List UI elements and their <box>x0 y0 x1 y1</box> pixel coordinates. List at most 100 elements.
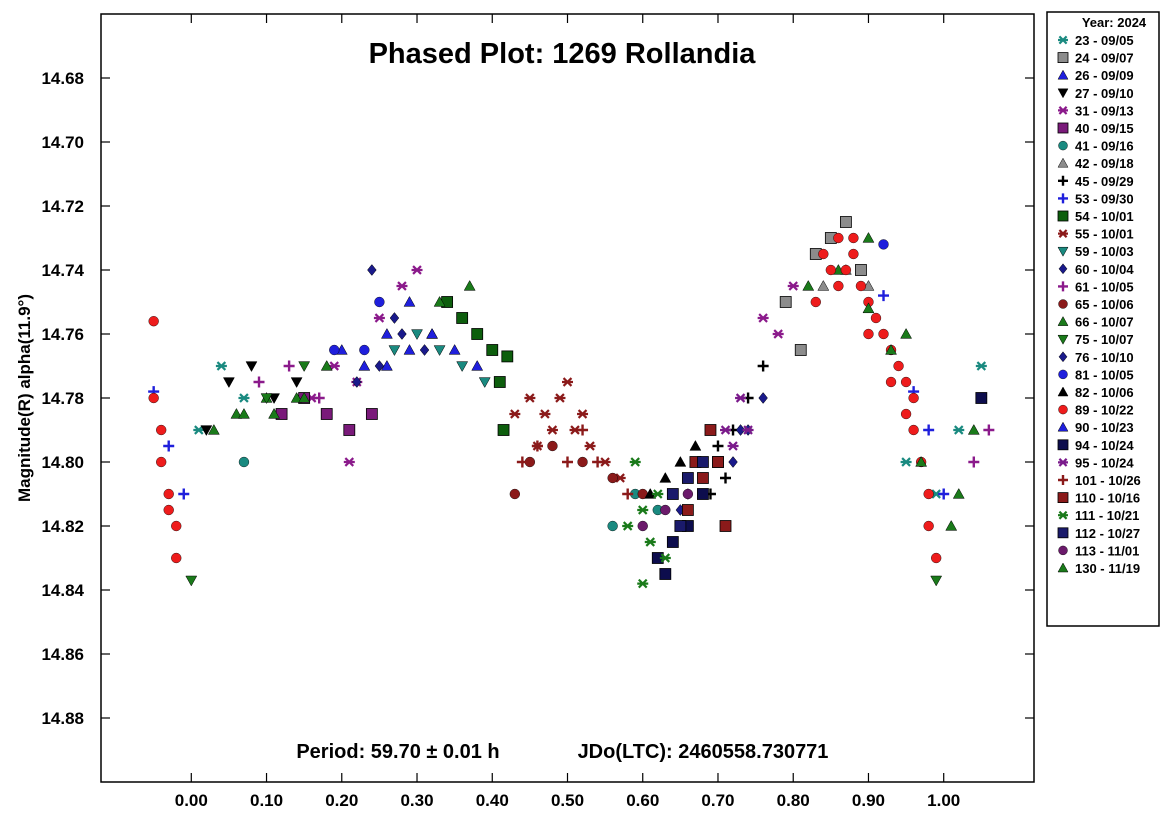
legend-label: 45 - 09/29 <box>1075 174 1134 189</box>
data-point <box>516 456 528 468</box>
legend-marker <box>1058 175 1068 186</box>
legend-item: 26 - 09/09 <box>1057 68 1134 83</box>
series-101-10-26 <box>516 424 634 500</box>
data-point <box>818 248 829 260</box>
data-point <box>757 360 769 372</box>
series-130-11-19 <box>207 302 980 499</box>
data-point <box>704 424 717 436</box>
legend-label: 130 - 11/19 <box>1075 561 1140 576</box>
data-point <box>712 456 724 468</box>
data-point <box>433 345 446 357</box>
data-point <box>403 343 416 355</box>
series-81-10-05 <box>329 239 889 356</box>
legend-marker <box>1058 106 1068 115</box>
series-41-09-16 <box>238 456 663 532</box>
data-point <box>433 295 446 307</box>
data-point <box>320 359 333 371</box>
data-point <box>456 361 469 373</box>
legend-label: 94 - 10/24 <box>1075 438 1134 453</box>
data-point <box>863 328 874 340</box>
data-point <box>163 488 174 500</box>
x-tick-label: 0.30 <box>400 791 433 810</box>
data-point <box>674 520 687 532</box>
data-point <box>833 232 844 244</box>
data-point <box>365 408 378 420</box>
legend-marker <box>1057 246 1069 257</box>
data-point <box>283 360 295 372</box>
legend-item: 27 - 09/10 <box>1057 86 1134 101</box>
data-point <box>817 279 830 291</box>
data-point <box>380 359 393 371</box>
legend-label: 113 - 11/01 <box>1075 543 1139 558</box>
legend-item: 82 - 10/06 <box>1057 385 1134 400</box>
data-point <box>343 424 356 436</box>
data-point <box>802 279 815 291</box>
data-point <box>509 409 521 419</box>
legend-marker <box>1057 157 1069 168</box>
y-tick-label: 14.80 <box>41 453 84 472</box>
data-point <box>622 488 634 500</box>
legend-item: 101 - 10/26 <box>1058 473 1141 488</box>
legend-label: 60 - 10/04 <box>1075 262 1134 277</box>
data-point <box>681 472 694 484</box>
data-point <box>758 392 768 404</box>
x-tick-label: 0.60 <box>626 791 659 810</box>
data-point <box>953 425 965 435</box>
legend-label: 112 - 10/27 <box>1075 526 1140 541</box>
legend-item: 75 - 10/07 <box>1057 332 1134 347</box>
legend-item: 53 - 09/30 <box>1058 191 1134 206</box>
data-point <box>900 408 912 420</box>
data-point <box>644 537 656 547</box>
data-point <box>742 425 754 435</box>
legend-label: 40 - 09/15 <box>1075 121 1134 136</box>
legend-title: Year: 2024 <box>1082 15 1147 30</box>
legend-item: 95 - 10/24 <box>1058 455 1134 470</box>
data-point <box>298 391 311 403</box>
data-point <box>592 456 604 468</box>
data-point <box>320 408 333 420</box>
legend-marker <box>1057 492 1069 504</box>
data-point <box>329 344 340 356</box>
y-ticks: 14.68 14.70 14.72 14.74 14.76 14.78 14.80 14.82… <box>41 69 1034 728</box>
legend-marker <box>1058 281 1068 292</box>
data-point <box>862 302 875 314</box>
series-82-10-06 <box>644 439 702 499</box>
y-tick-label: 14.74 <box>41 261 84 280</box>
legend-item: 94 - 10/24 <box>1057 438 1134 453</box>
data-point <box>577 409 589 419</box>
data-point <box>900 457 912 467</box>
legend-label: 75 - 10/07 <box>1075 332 1134 347</box>
data-point <box>367 264 377 276</box>
legend-marker <box>1058 263 1068 275</box>
chart-title: Phased Plot: 1269 Rollandia <box>369 38 757 70</box>
legend-marker <box>1057 421 1069 432</box>
data-point <box>967 423 980 435</box>
data-point <box>825 264 836 276</box>
x-tick-label: 0.10 <box>250 791 283 810</box>
series-54-10-01 <box>441 296 514 436</box>
data-point <box>848 248 859 260</box>
legend-label: 24 - 09/07 <box>1075 51 1134 66</box>
series-113-11-01 <box>637 488 694 532</box>
data-point <box>923 488 934 500</box>
legend-label: 76 - 10/10 <box>1075 350 1134 365</box>
data-point <box>728 456 738 468</box>
data-point <box>607 472 618 484</box>
legend-item: 45 - 09/29 <box>1058 174 1134 189</box>
data-point <box>531 440 543 452</box>
data-point <box>245 361 258 373</box>
data-point <box>622 521 634 531</box>
data-point <box>471 328 484 340</box>
data-point <box>546 425 558 435</box>
data-point <box>584 441 596 451</box>
legend-item: 90 - 10/23 <box>1057 420 1134 435</box>
legend-marker <box>1058 404 1068 415</box>
legend-item: 31 - 09/13 <box>1058 103 1134 118</box>
data-point <box>403 295 416 307</box>
series-112-10-27 <box>666 456 709 532</box>
data-point <box>878 290 890 302</box>
legend-marker <box>1058 458 1068 467</box>
data-point <box>200 425 213 437</box>
series-111-10-21 <box>622 457 671 589</box>
data-point <box>230 407 243 419</box>
